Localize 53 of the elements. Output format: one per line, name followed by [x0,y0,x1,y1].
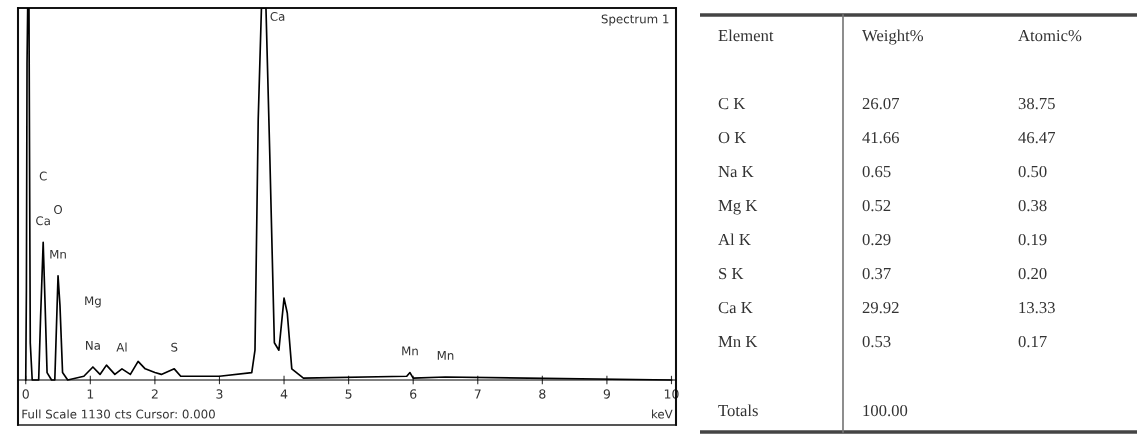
x-tick-label: 4 [280,389,288,399]
annotation: Na [86,341,100,350]
category-label: Na K [718,166,754,178]
category-label: Mg K [718,200,758,215]
text: 0.52 [862,199,891,212]
text: 0.65 [862,165,891,178]
x-tick-label: 0 [22,389,29,399]
category-label: Element [718,29,774,42]
text: 0.38 [1018,199,1047,212]
text: 13.33 [1019,301,1055,314]
text: Full Scale 1130 cts Cursor: 0.000 [22,409,215,419]
text: 41.66 [862,131,899,144]
x-tick-label: 8 [539,389,546,399]
x-tick-label: 3 [216,389,223,399]
category-label: S K [719,267,744,280]
x-tick-label: 5 [345,389,352,399]
text: 0.53 [862,335,891,348]
text: 0.37 [862,267,891,280]
annotation: O [54,205,63,215]
annotation: Mn [50,249,66,259]
text: 46.47 [1018,131,1056,144]
text: 0.20 [1018,267,1047,280]
category-label: Mn K [718,336,758,348]
annotation: Ca [36,216,50,226]
annotation: Mn [402,346,418,356]
category-label: O K [718,131,747,144]
annotation: Al [116,342,127,352]
text: 26.07 [862,97,900,110]
x-tick-label: 6 [410,389,417,399]
annotation: S [171,342,178,352]
category-label: Totals [718,404,758,417]
x-tick-label: 7 [474,389,481,399]
annotation: C [39,171,47,181]
text: Spectrum 1 [601,14,669,26]
annotation: Mn [437,351,454,360]
x-tick-label: 1 [87,389,94,399]
x-tick-label: 2 [151,389,158,399]
annotation: Mg [85,296,101,308]
text: 0.29 [862,233,891,246]
text: 100.00 [863,404,908,417]
category-label: Weight% [862,29,924,45]
category-label: Atomic% [1018,29,1082,42]
text: 29.92 [862,301,899,314]
text: 0.17 [1018,335,1047,348]
category-label: C K [718,97,746,110]
category-label: Ca K [718,301,753,314]
category-label: Al K [718,233,751,246]
text: 38.75 [1018,97,1055,110]
x-axis-title: keV [652,409,673,419]
x-tick-label: 9 [603,389,610,399]
text: 0.50 [1018,165,1047,178]
annotation: Ca [270,11,285,21]
text: 0.19 [1018,233,1047,246]
